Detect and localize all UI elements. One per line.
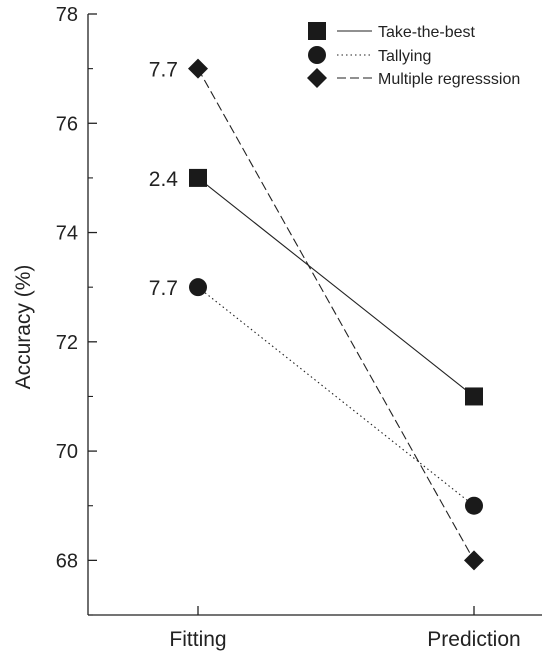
legend-label-tallying: Tallying [378, 48, 431, 65]
series-layer: 2.4 7.7 7.7 [149, 59, 484, 571]
legend-item-multiple-regresssion: Multiple regresssion [307, 68, 520, 88]
legend: Take-the-best Tallying Multiple regresssio… [307, 22, 520, 88]
x-tick-label-prediction: Prediction [427, 628, 520, 651]
series-line-multiple-regresssion [197, 68, 475, 561]
point-take-the-best-prediction [465, 387, 483, 406]
point-multiple-regresssion-fitting [188, 58, 208, 79]
point-multiple-regresssion-prediction [464, 550, 484, 571]
legend-item-tallying: Tallying [308, 46, 431, 65]
y-tick-label-72: 72 [56, 332, 78, 354]
legend-label-take-the-best: Take-the-best [378, 24, 475, 41]
point-tallying-prediction [465, 496, 483, 515]
legend-marker-take-the-best [308, 22, 326, 40]
data-label-tallying: 7.7 [149, 277, 178, 300]
legend-marker-multiple-regresssion [307, 68, 327, 88]
series-multiple-regresssion: 7.7 [149, 59, 484, 571]
point-take-the-best-fitting [189, 168, 207, 187]
series-line-take-the-best [197, 177, 475, 397]
legend-label-multiple-regresssion: Multiple regresssion [378, 71, 520, 88]
series-line-tallying [197, 286, 475, 507]
y-tick-label-68: 68 [56, 550, 78, 572]
data-label-multiple-regresssion: 7.7 [149, 59, 178, 82]
axes: 68 70 72 74 76 78 Fitting Prediction [56, 4, 542, 651]
legend-item-take-the-best: Take-the-best [308, 22, 475, 41]
x-tick-label-fitting: Fitting [169, 628, 226, 651]
y-axis-label: Accuracy (%) [12, 265, 35, 390]
point-tallying-fitting [189, 278, 207, 297]
series-take-the-best: 2.4 [149, 168, 483, 406]
y-tick-label-74: 74 [56, 223, 78, 245]
y-tick-label-78: 78 [56, 4, 78, 26]
data-label-take-the-best: 2.4 [149, 168, 179, 191]
legend-marker-tallying [308, 46, 326, 64]
series-tallying: 7.7 [149, 277, 483, 515]
y-tick-label-70: 70 [56, 441, 78, 463]
y-tick-label-76: 76 [56, 113, 78, 135]
